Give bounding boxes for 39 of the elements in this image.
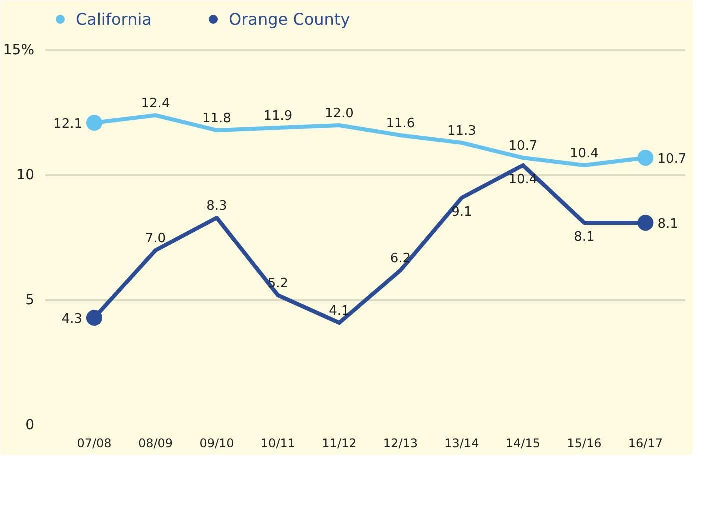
data-label: 10.7: [658, 152, 687, 167]
point: [638, 150, 654, 166]
data-label: 12.1: [54, 117, 83, 132]
point: [86, 310, 102, 326]
data-label: 7.0: [145, 232, 166, 246]
data-label: 8.1: [658, 217, 678, 232]
x-tick-label: 09/10: [200, 436, 234, 450]
y-tick-label: 0: [26, 418, 35, 434]
data-label: 11.3: [447, 124, 476, 139]
point: [86, 115, 102, 131]
y-tick-label: 10: [16, 168, 35, 184]
x-tick-label: 13/14: [444, 436, 480, 450]
y-tick-label: 15%: [3, 42, 35, 58]
point: [638, 215, 654, 231]
data-label: 10.4: [570, 146, 599, 162]
data-label: 8.3: [206, 199, 228, 214]
x-tick-label: 10/11: [260, 436, 296, 450]
data-label: 4.1: [329, 304, 350, 319]
data-label: 11.8: [202, 112, 232, 126]
data-label: 11.9: [264, 109, 293, 124]
data-label: 6.2: [390, 252, 412, 266]
legend-label: California: [76, 10, 152, 28]
x-tick-label: 12/13: [383, 436, 418, 450]
x-tick-label: 07/08: [77, 436, 112, 450]
data-label: 4.3: [62, 312, 83, 327]
data-label: 10.4: [508, 172, 538, 188]
x-tick-label: 11/12: [322, 436, 357, 450]
x-tick-label: 15/16: [567, 436, 602, 450]
legend-label: Orange County: [228, 10, 350, 28]
data-label: 12.0: [325, 106, 354, 122]
x-tick-label: 08/09: [138, 436, 174, 450]
data-label: 11.6: [386, 116, 416, 132]
x-tick-label: 16/17: [628, 436, 663, 450]
x-tick-label: 14/15: [506, 436, 541, 450]
data-label: 12.4: [141, 96, 170, 112]
data-label: 9.1: [452, 205, 472, 220]
data-label: 10.7: [508, 139, 538, 154]
y-tick-label: 5: [26, 292, 35, 308]
data-label: 8.1: [574, 230, 595, 245]
